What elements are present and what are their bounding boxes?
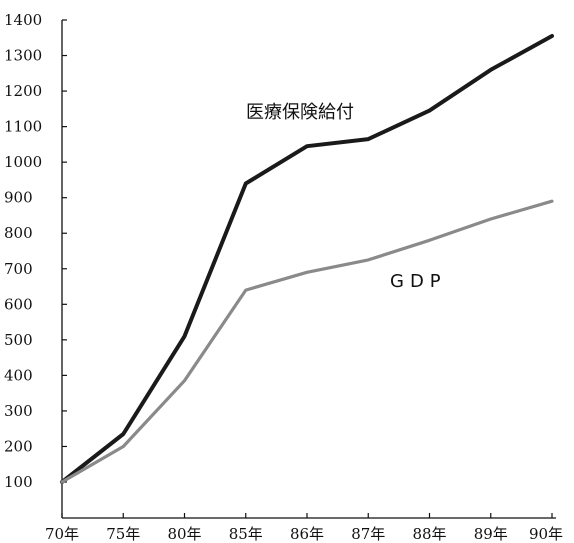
series-label-medical-insurance: 医療保険給付 — [246, 102, 354, 123]
y-tick-label: 1000 — [4, 153, 42, 171]
y-tick-label: 300 — [4, 402, 33, 420]
y-tick-label: 200 — [4, 437, 33, 455]
x-tick-label: 89年 — [474, 525, 508, 543]
y-tick-label: 600 — [4, 295, 33, 313]
x-tick-label: 75年 — [106, 525, 140, 543]
axes — [61, 20, 556, 519]
series-lines — [60, 34, 554, 484]
series-line-gdp — [60, 199, 554, 484]
x-tick-label: 80年 — [167, 525, 201, 543]
x-tick-label: 87年 — [351, 525, 385, 543]
x-tick-label: 88年 — [412, 525, 446, 543]
x-tick-label: 85年 — [229, 525, 263, 543]
series-label-gdp: GDP — [390, 271, 447, 292]
y-tick-label: 900 — [4, 189, 33, 207]
x-ticks: 70年 75年 80年 85年 86年 87年 88年 89年 90年 — [45, 513, 563, 543]
y-tick-label: 1100 — [4, 118, 42, 136]
series-line-medical-insurance — [60, 34, 554, 484]
x-tick-label: 86年 — [290, 525, 324, 543]
y-tick-label: 500 — [4, 331, 33, 349]
x-tick-label: 90年 — [529, 525, 563, 543]
y-tick-label: 1200 — [4, 82, 42, 100]
y-tick-label: 800 — [4, 224, 33, 242]
y-tick-label: 400 — [4, 366, 33, 384]
y-tick-label: 100 — [4, 473, 33, 491]
y-tick-label: 1400 — [4, 11, 42, 29]
y-ticks: 100 200 300 400 500 600 700 800 900 1000 1100 1200 1… — [4, 11, 67, 491]
y-tick-label: 1300 — [4, 47, 42, 65]
x-tick-label: 70年 — [45, 525, 79, 543]
y-tick-label: 700 — [4, 260, 33, 278]
